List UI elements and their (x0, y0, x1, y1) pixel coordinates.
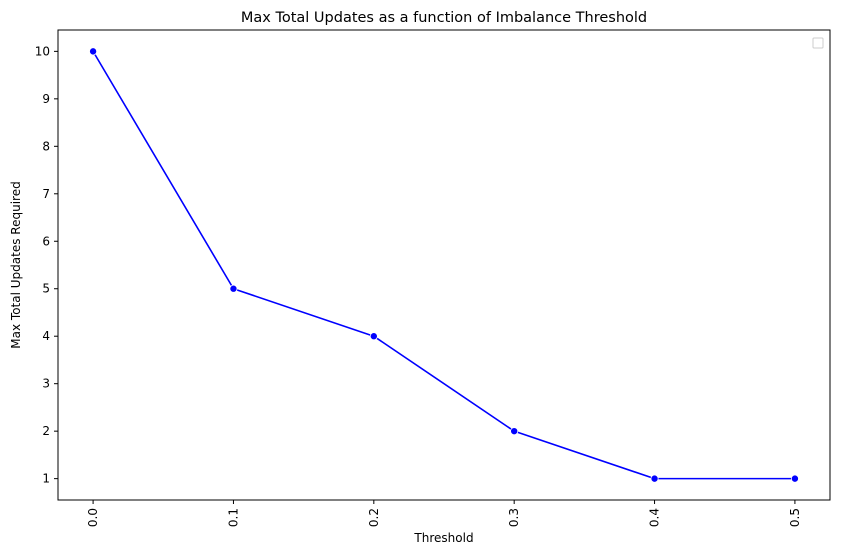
plot-area-frame (57, 29, 831, 501)
series-layer (89, 47, 799, 483)
x-tick-label: 0.2 (367, 508, 381, 527)
data-point (89, 47, 98, 56)
data-point (229, 284, 238, 293)
legend-box (812, 37, 824, 49)
y-axis-title: Max Total Updates Required (9, 181, 23, 348)
y-tick-label: 5 (42, 282, 50, 296)
y-tick-label: 2 (42, 424, 50, 438)
x-axis-title: Threshold (413, 531, 473, 545)
series-line (92, 50, 795, 480)
y-tick-label: 3 (42, 377, 50, 391)
x-tick-label: 0.4 (648, 508, 662, 527)
x-tick-label: 0.0 (86, 508, 100, 527)
y-tick-label: 6 (42, 234, 50, 248)
y-tick-label: 4 (42, 329, 50, 343)
data-point (650, 474, 659, 483)
chart-title: Max Total Updates as a function of Imbal… (241, 10, 647, 26)
x-axis: 0.0 0.1 0.2 0.3 0.4 0.5 (86, 500, 802, 527)
data-point (510, 427, 519, 436)
y-tick-label: 9 (42, 92, 50, 106)
x-tick-label: 0.1 (226, 508, 240, 527)
y-tick-label: 8 (42, 139, 50, 153)
x-tick-label: 0.5 (788, 508, 802, 527)
data-point (369, 332, 378, 341)
data-point (790, 474, 799, 483)
y-tick-label: 1 (42, 472, 50, 486)
y-tick-label: 10 (35, 44, 50, 58)
x-tick-label: 0.3 (507, 508, 521, 527)
y-tick-label: 7 (42, 187, 50, 201)
y-axis: 1 2 3 4 5 6 7 8 9 10 (35, 44, 58, 486)
